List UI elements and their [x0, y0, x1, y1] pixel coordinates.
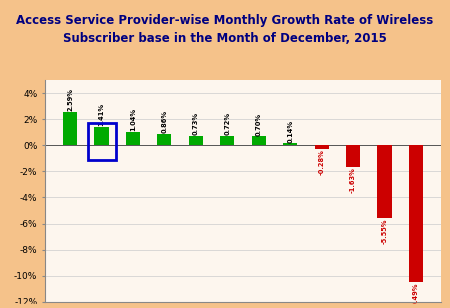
Bar — [126, 132, 140, 145]
Bar — [63, 111, 77, 145]
Text: 2.59%: 2.59% — [67, 88, 73, 111]
Text: Access Service Provider-wise Monthly Growth Rate of Wireless: Access Service Provider-wise Monthly Gro… — [16, 14, 434, 27]
Text: Subscriber base in the Month of December, 2015: Subscriber base in the Month of December… — [63, 32, 387, 45]
Bar — [189, 136, 203, 145]
Bar — [87, 123, 116, 160]
Text: -0.28%: -0.28% — [319, 150, 324, 176]
Bar — [220, 136, 234, 145]
Bar — [409, 145, 423, 282]
Text: 0.14%: 0.14% — [287, 120, 293, 143]
Text: 0.70%: 0.70% — [256, 112, 262, 136]
Bar — [378, 145, 392, 218]
Text: 1.04%: 1.04% — [130, 108, 136, 131]
Bar — [315, 145, 328, 149]
Bar — [346, 145, 360, 167]
Bar — [94, 127, 108, 145]
Text: 0.86%: 0.86% — [162, 110, 167, 133]
Text: 1.41%: 1.41% — [99, 103, 104, 126]
Text: -5.55%: -5.55% — [382, 218, 387, 244]
Bar — [158, 134, 171, 145]
Text: 0.72%: 0.72% — [224, 112, 230, 135]
Bar — [252, 136, 266, 145]
Text: 0.73%: 0.73% — [193, 112, 199, 135]
Text: -1.63%: -1.63% — [350, 167, 356, 193]
Bar — [283, 144, 297, 145]
Text: -10.49%: -10.49% — [413, 283, 419, 308]
